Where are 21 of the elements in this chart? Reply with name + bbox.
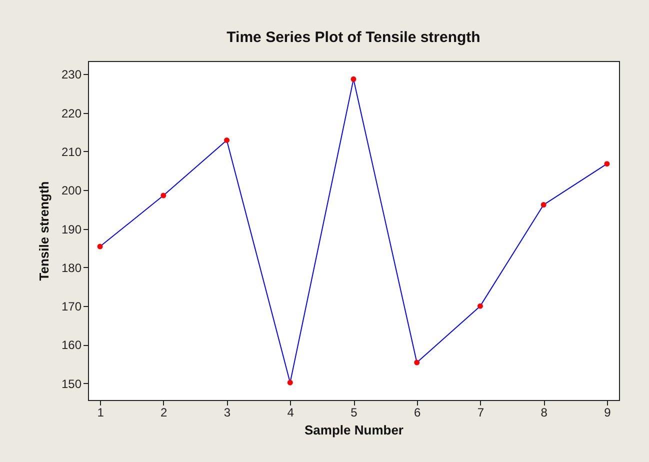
chart-title: Time Series Plot of Tensile strength [226,29,480,46]
x-tick-label: 2 [160,406,168,420]
y-tick-label: 200 [61,184,82,198]
y-tick-label: 230 [61,68,82,82]
y-tick-label: 190 [61,222,82,236]
y-tick-label: 210 [61,144,82,159]
x-tick-label: 3 [224,406,231,420]
x-tick-label: 9 [604,406,612,420]
y-tick-label: 180 [61,260,82,275]
y-tick-label: 220 [61,106,82,120]
y-axis-title: Tensile strength [36,181,52,281]
x-axis-title: Sample Number [304,422,404,438]
x-tick-label: 1 [97,406,104,420]
y-tick-label: 150 [61,376,82,391]
x-tick-label: 6 [414,406,422,420]
x-tick-label: 5 [350,406,358,420]
y-tick-label: 170 [61,300,82,314]
y-tick-label: 160 [61,338,82,352]
x-tick-label: 4 [287,406,294,420]
x-tick-label: 8 [540,406,548,420]
x-tick-label: 7 [477,406,484,420]
